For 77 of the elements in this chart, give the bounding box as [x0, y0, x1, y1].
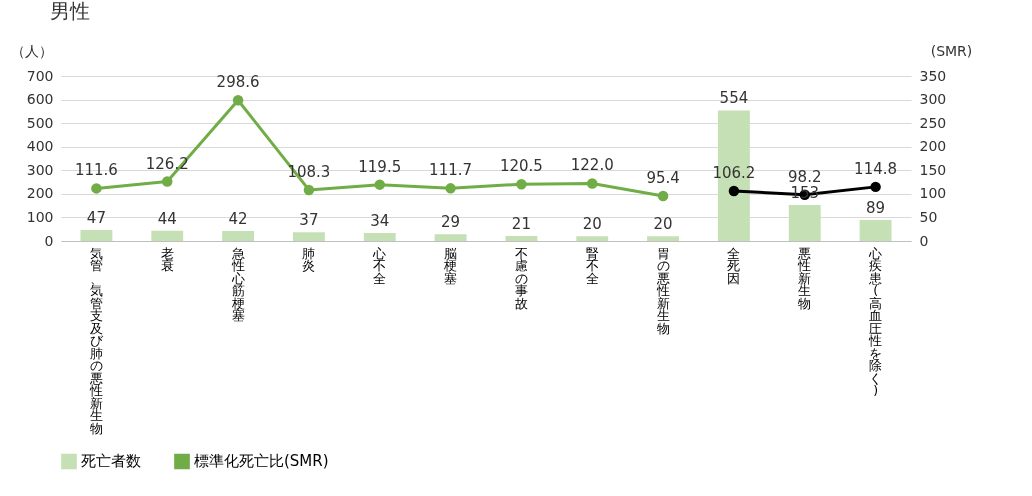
y-tick-label: 400 [26, 138, 54, 155]
bar [434, 234, 467, 241]
data-label: 47 [86, 208, 106, 227]
point [657, 190, 669, 202]
point [303, 184, 315, 196]
x-tick-label: 不慮の事故 [514, 245, 528, 311]
data-label: 37 [299, 211, 319, 230]
bar [647, 236, 680, 241]
data-label: 111.6 [74, 161, 118, 180]
bar [80, 229, 113, 241]
point [232, 95, 244, 106]
data-label: 44 [157, 209, 177, 228]
data-label: 106.2 [712, 163, 756, 182]
y-tick-label: 500 [26, 114, 54, 131]
bar [576, 236, 609, 241]
data-label: 34 [370, 211, 390, 230]
y2-tick-label: 150 [919, 161, 947, 178]
bar [859, 220, 892, 241]
y-tick-label: 600 [26, 91, 54, 108]
data-label: 119.5 [358, 157, 402, 176]
point [516, 178, 527, 190]
x-tick-label: 脳梗塞 [443, 245, 458, 286]
point [870, 181, 881, 193]
x-tick-label: 老衰 [160, 245, 174, 273]
point [374, 179, 385, 190]
point [728, 185, 740, 197]
legend-label: 標準化死亡比(SMR) [194, 452, 329, 471]
y2-tick-label: 200 [919, 138, 947, 155]
y2-axis-title: (SMR) [930, 42, 973, 59]
y2-tick-label: 250 [919, 114, 947, 131]
data-label: 114.8 [854, 159, 898, 178]
y-tick-label: 300 [26, 161, 54, 178]
x-tick-label: 腎不全 [585, 245, 599, 286]
y2-tick-label: 350 [919, 67, 947, 84]
data-label: 98.2 [788, 167, 822, 186]
data-label: 111.7 [429, 161, 473, 180]
y-tick-label: 0 [44, 232, 54, 249]
bar [222, 231, 255, 241]
y-axis-title: （人） [10, 42, 53, 59]
x-tick-label: 胃の悪性新生物 [655, 245, 670, 336]
point [587, 178, 598, 189]
data-label: 554 [719, 89, 749, 108]
data-label: 20 [582, 215, 602, 234]
y2-tick-label: 100 [919, 185, 947, 202]
point [162, 176, 173, 187]
y-tick-label: 200 [26, 185, 54, 202]
y2-tick-label: 0 [919, 232, 929, 249]
data-label: 89 [866, 199, 886, 218]
y-tick-label: 700 [26, 67, 54, 84]
y2-tick-label: 300 [919, 91, 947, 108]
point [91, 183, 102, 194]
x-tick-label: 心不全 [372, 245, 387, 286]
point [445, 183, 456, 194]
bar [363, 232, 396, 241]
legend-label: 死亡者数 [81, 452, 141, 471]
x-tick-label: 悪性新生物 [797, 245, 812, 311]
bar [292, 232, 325, 241]
data-label: 120.5 [499, 157, 543, 176]
bar [505, 236, 538, 241]
bar [151, 230, 184, 241]
x-tick-label: 肺炎 [302, 245, 316, 273]
category-label: 心疾患(高血圧性を除く) [869, 245, 883, 398]
category-label: 気管、気管支及び肺の悪性新生物 [89, 245, 103, 436]
data-label: 95.4 [646, 169, 680, 188]
data-label: 298.6 [216, 73, 260, 92]
bar [788, 204, 821, 241]
data-label: 42 [228, 210, 248, 229]
data-label: 122.0 [570, 156, 614, 175]
x-tick-label: 急性心筋梗塞 [230, 245, 245, 323]
data-label: 29 [441, 213, 461, 232]
x-tick-label: 全死因 [727, 245, 741, 286]
data-label: 21 [511, 215, 531, 234]
chart-title: 男性 [50, 0, 90, 23]
data-label: 20 [653, 215, 673, 234]
data-label: 153 [790, 183, 820, 202]
y-tick-label: 100 [26, 208, 54, 225]
y2-tick-label: 50 [919, 208, 938, 225]
